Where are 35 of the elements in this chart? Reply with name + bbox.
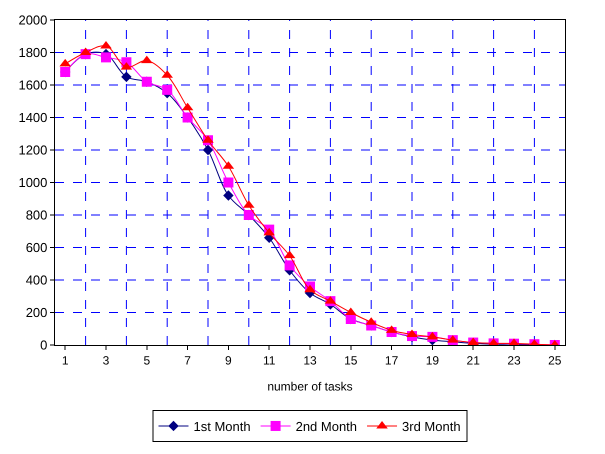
y-tick-label: 0 [40, 338, 48, 353]
point [162, 84, 172, 95]
x-tick-label: 3 [102, 353, 110, 368]
point [284, 260, 295, 270]
x-tick-label: 9 [225, 353, 232, 368]
y-tick-label: 2000 [18, 12, 48, 28]
x-tick-label: 19 [426, 353, 440, 368]
x-tick-label: 17 [384, 353, 399, 368]
point [202, 144, 214, 156]
point [121, 72, 132, 82]
legend-label: 2nd Month [296, 419, 358, 434]
x-tick-label: 7 [184, 353, 192, 368]
y-tick-label: 1200 [18, 142, 48, 158]
x-tick-label: 25 [548, 353, 562, 368]
y-tick-label: 600 [26, 240, 48, 256]
x-axis-title: number of tasks [267, 379, 353, 394]
x-tick-label: 21 [466, 353, 480, 368]
x-tick-label: 15 [344, 353, 358, 368]
y-tick-label: 400 [26, 272, 48, 288]
legend-label: 1st Month [194, 419, 251, 434]
legend-label: 3rd Month [402, 419, 461, 434]
point [223, 178, 234, 188]
x-tick-label: 13 [303, 353, 317, 368]
y-tick-label: 200 [26, 305, 48, 320]
y-tick-label: 1000 [18, 175, 48, 190]
point [101, 52, 111, 62]
x-tick-label: 23 [507, 353, 521, 368]
x-tick-label: 5 [143, 353, 150, 368]
point [223, 190, 234, 201]
x-tick-label: 1 [62, 353, 69, 368]
y-tick-label: 1600 [18, 78, 48, 93]
x-tick-label: 11 [262, 353, 276, 368]
y-tick-label: 800 [26, 208, 48, 223]
y-tick-label: 1400 [18, 110, 48, 126]
y-tick-label: 1800 [18, 45, 48, 60]
